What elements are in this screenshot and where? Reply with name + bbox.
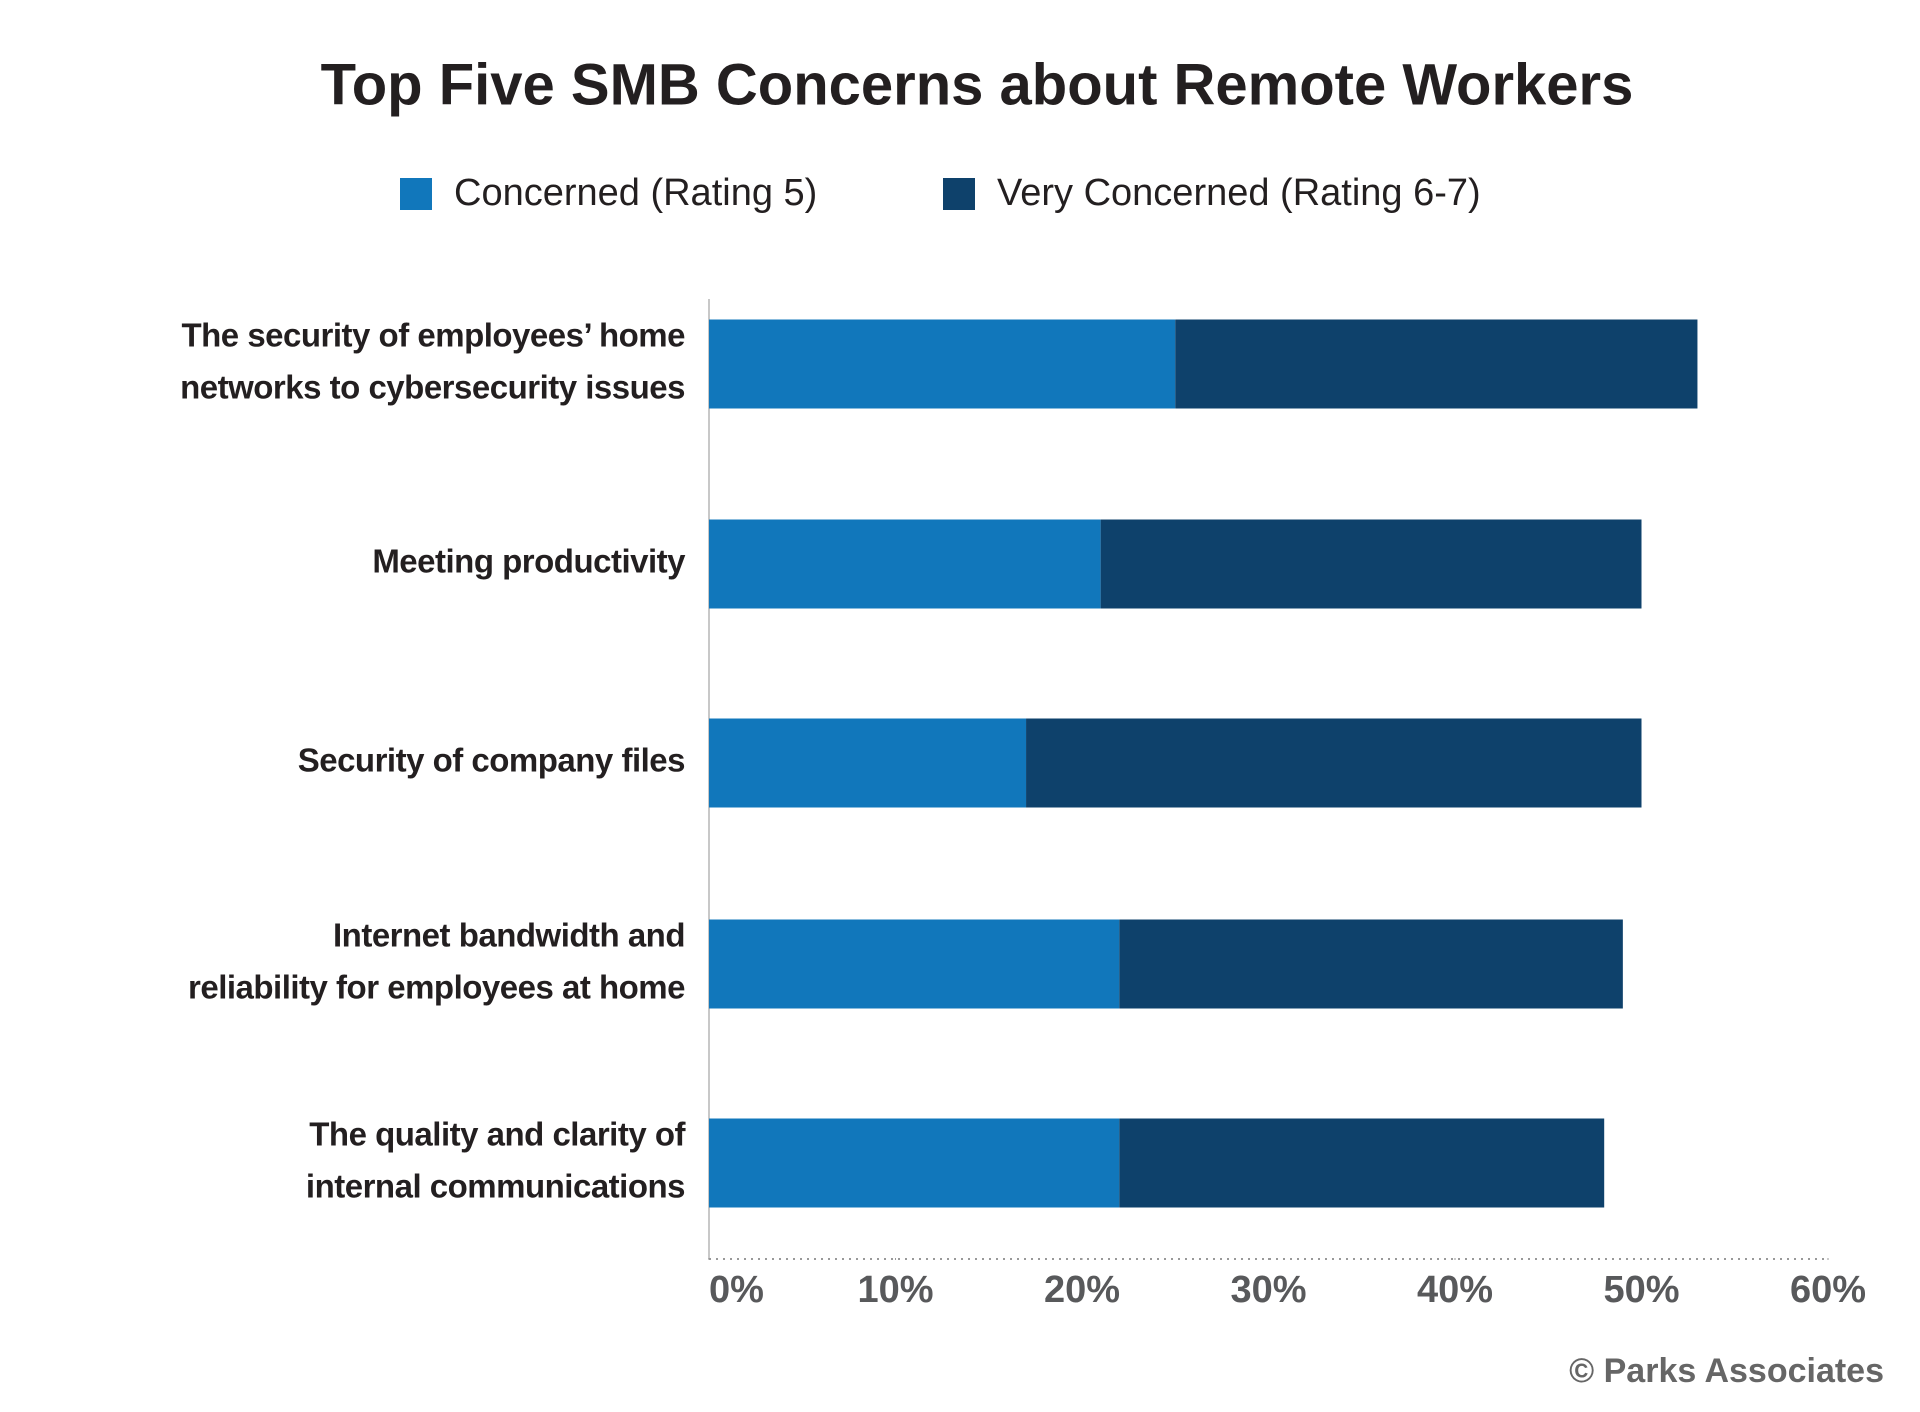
bar-segment [709, 319, 1176, 409]
legend-swatch [943, 178, 975, 210]
x-tick-label: 30% [1230, 1269, 1306, 1311]
x-tick-label: 0% [709, 1269, 764, 1311]
category-label: The quality and clarity of [309, 1116, 686, 1153]
category-label: reliability for employees at home [188, 969, 685, 1006]
category-label: Meeting productivity [372, 543, 686, 580]
bar-segment [709, 718, 1027, 808]
legend-label: Very Concerned (Rating 6-7) [997, 172, 1481, 214]
x-tick-label: 40% [1417, 1269, 1493, 1311]
bar-segment [1100, 519, 1642, 609]
category-label: The security of employees’ home [181, 317, 685, 354]
source: © Parks Associates [1569, 1352, 1884, 1390]
chart-title: Top Five SMB Concerns about Remote Worke… [321, 52, 1634, 117]
x-tick-label: 10% [857, 1269, 933, 1311]
legend-label: Concerned (Rating 5) [454, 172, 817, 214]
x-tick-label: 50% [1603, 1269, 1679, 1311]
x-tick-label: 60% [1790, 1269, 1866, 1311]
bar-segment [1119, 919, 1623, 1009]
category-label: internal communications [306, 1168, 685, 1205]
bar-segment [709, 919, 1120, 1009]
bar-segment [1119, 1118, 1605, 1208]
category-label: Security of company files [298, 742, 685, 779]
bar-segment [1026, 718, 1642, 808]
bar-segment [709, 519, 1101, 609]
bar-segment [709, 1118, 1120, 1208]
bar-segment [1175, 319, 1698, 409]
category-label: networks to cybersecurity issues [180, 369, 685, 406]
legend-swatch [400, 178, 432, 210]
category-label: Internet bandwidth and [333, 917, 685, 954]
x-tick-label: 20% [1044, 1269, 1120, 1311]
